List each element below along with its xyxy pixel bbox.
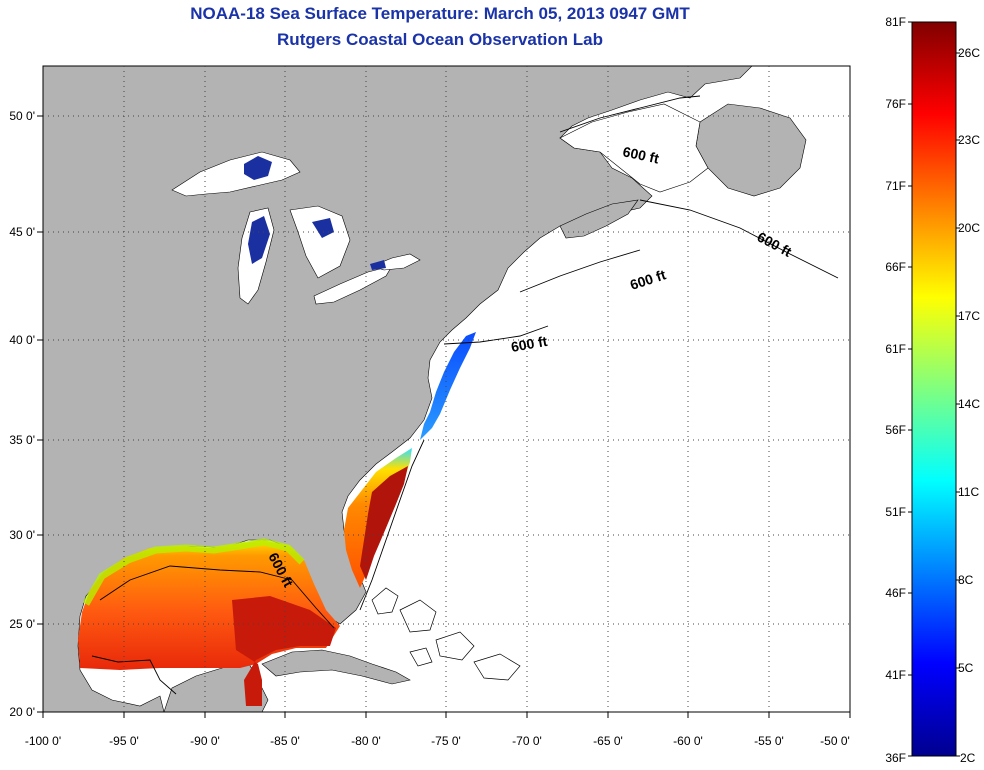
colorbar-c-5: 5C <box>958 661 974 675</box>
colorbar-c-26: 26C <box>958 46 980 60</box>
lat-label-45n: 45 0' <box>9 225 35 239</box>
lon-label-95w: -95 0' <box>109 734 139 748</box>
lon-label-80w: -80 0' <box>351 734 381 748</box>
colorbar-f-56: 56F <box>885 423 906 437</box>
lake-michigan-sst <box>248 216 270 264</box>
gulf-shelf-cool-band <box>82 538 305 606</box>
isobath-label-gulf-st-lawrence: 600 ft <box>621 143 660 166</box>
lake-ontario-sst <box>370 260 386 270</box>
colorbar-f-51: 51F <box>885 505 906 519</box>
lon-label-65w: -65 0' <box>593 734 623 748</box>
colorbar-c-17: 17C <box>958 309 980 323</box>
lon-label-50w: -50 0' <box>820 734 850 748</box>
map-title: NOAA-18 Sea Surface Temperature: March 0… <box>190 4 690 23</box>
lon-label-70w: -70 0' <box>512 734 542 748</box>
gulf-st-lawrence <box>559 103 709 193</box>
colorbar-f-81: 81F <box>885 15 906 29</box>
colorbar-c-11: 11C <box>958 485 979 499</box>
gulf-stream-sst <box>360 466 408 580</box>
colorbar <box>911 21 957 757</box>
lon-label-90w: -90 0' <box>190 734 220 748</box>
map-subtitle: Rutgers Coastal Ocean Observation Lab <box>277 30 603 49</box>
mid-atlantic-sst-strip <box>420 332 476 440</box>
lake-erie <box>313 265 393 305</box>
land-cuba <box>261 649 411 685</box>
bahamas-banks <box>371 587 521 681</box>
lat-label-25n: 25 0' <box>9 617 35 631</box>
lon-label-55w: -55 0' <box>754 734 784 748</box>
colorbar-f-41: 41F <box>885 668 906 682</box>
map-tickmarks <box>37 115 851 718</box>
colorbar-f-36: 36F <box>885 751 906 765</box>
lon-label-75w: -75 0' <box>431 734 461 748</box>
colorbar-f-46: 46F <box>885 586 906 600</box>
colorbar-c-8: 8C <box>958 573 974 587</box>
lat-label-20n: 20 0' <box>9 705 35 719</box>
colorbar-c-20: 20C <box>958 221 980 235</box>
colorbar-f-66: 66F <box>885 260 906 274</box>
isobath-600ft-lines <box>91 95 839 695</box>
land-nova-scotia <box>559 199 639 239</box>
lat-label-30n: 30 0' <box>9 528 35 542</box>
isobath-label-mid-atlantic: 600 ft <box>510 333 549 355</box>
colorbar-f-76: 76F <box>885 97 906 111</box>
lon-label-85w: -85 0' <box>270 734 300 748</box>
colorbar-c-2: 2C <box>960 751 976 765</box>
lake-superior-sst <box>244 156 272 180</box>
lake-huron-sst <box>312 218 334 238</box>
colorbar-c-23: 23C <box>958 133 980 147</box>
lon-label-60w: -60 0' <box>673 734 703 748</box>
lat-label-35n: 35 0' <box>9 433 35 447</box>
colorbar-f-71: 71F <box>885 179 906 193</box>
colorbar-c-14: 14C <box>958 397 980 411</box>
colorbar-ticks <box>908 21 960 757</box>
lat-label-40n: 40 0' <box>9 333 35 347</box>
colorbar-f-61: 61F <box>885 342 906 356</box>
lon-label-100w: -100 0' <box>25 734 61 748</box>
lake-huron <box>289 205 351 279</box>
lat-label-50n: 50 0' <box>9 109 35 123</box>
